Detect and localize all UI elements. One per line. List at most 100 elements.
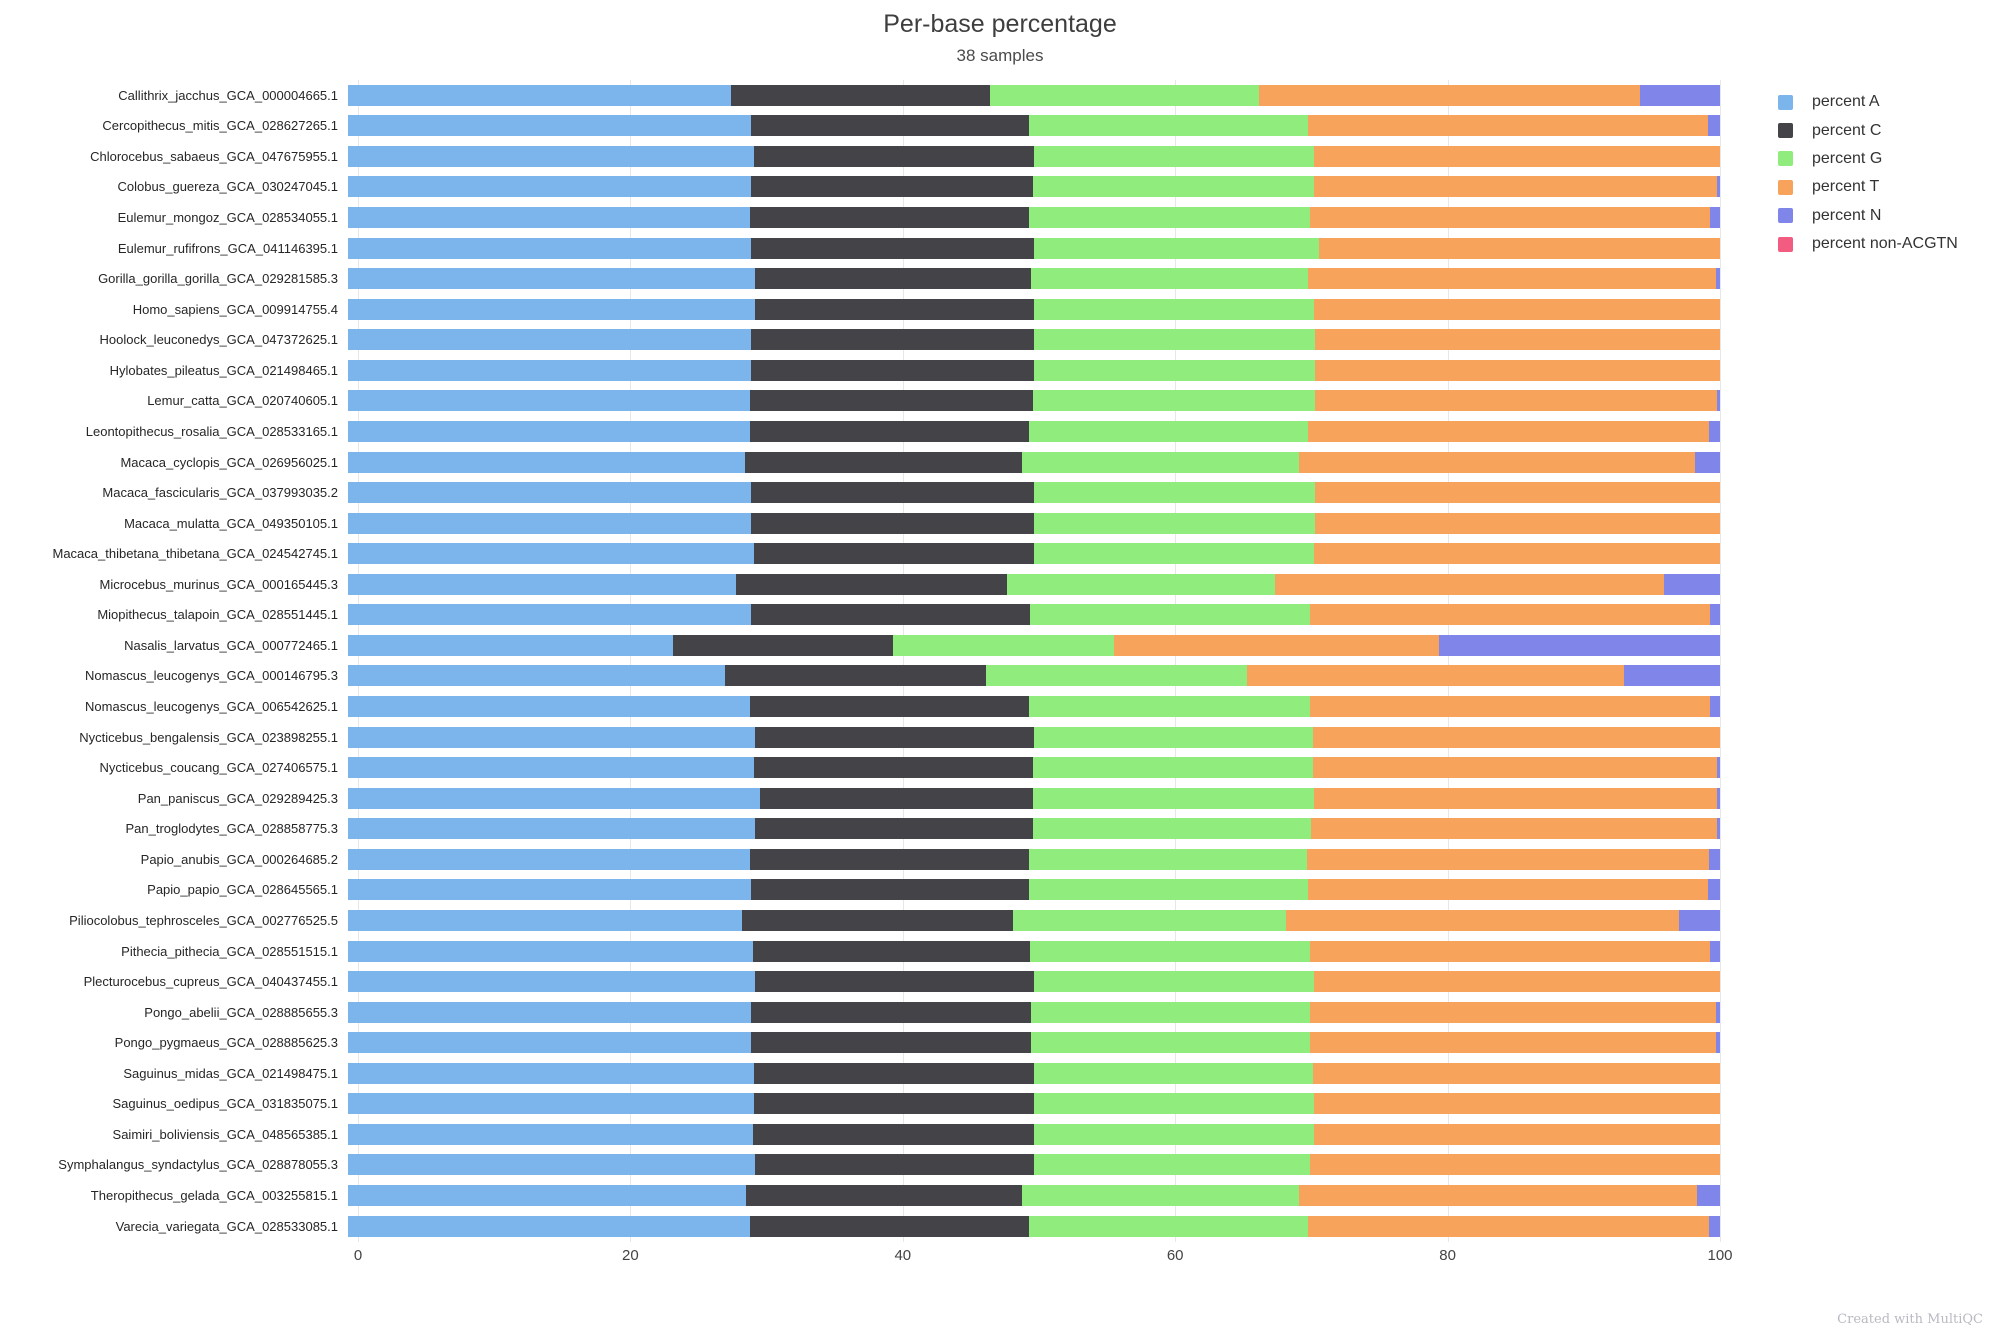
segment-percent-A[interactable] [348, 115, 752, 137]
segment-percent-G[interactable] [1032, 390, 1316, 412]
segment-percent-A[interactable] [348, 176, 752, 198]
segment-percent-G[interactable] [1021, 451, 1299, 473]
segment-percent-A[interactable] [348, 573, 737, 595]
segment-percent-N[interactable] [1663, 573, 1720, 595]
segment-percent-T[interactable] [1298, 1185, 1697, 1207]
segment-percent-A[interactable] [348, 451, 745, 473]
segment-percent-C[interactable] [730, 84, 991, 106]
segment-percent-A[interactable] [348, 665, 726, 687]
segment-percent-G[interactable] [985, 665, 1247, 687]
stacked-bar[interactable] [348, 390, 1720, 412]
segment-percent-C[interactable] [751, 237, 1034, 259]
stacked-bar[interactable] [348, 237, 1720, 259]
segment-percent-N[interactable] [1438, 634, 1720, 656]
segment-percent-T[interactable] [1307, 848, 1709, 870]
segment-percent-G[interactable] [1033, 1154, 1310, 1176]
segment-percent-N[interactable] [1623, 665, 1720, 687]
segment-percent-T[interactable] [1313, 971, 1720, 993]
segment-percent-A[interactable] [348, 1123, 753, 1145]
segment-percent-A[interactable] [348, 879, 752, 901]
segment-percent-C[interactable] [749, 696, 1029, 718]
segment-percent-G[interactable] [1028, 1215, 1309, 1237]
segment-percent-T[interactable] [1312, 726, 1720, 748]
segment-percent-T[interactable] [1308, 1215, 1709, 1237]
segment-percent-N[interactable] [1708, 1215, 1720, 1237]
segment-percent-T[interactable] [1313, 145, 1720, 167]
segment-percent-C[interactable] [755, 818, 1033, 840]
stacked-bar[interactable] [348, 787, 1720, 809]
segment-percent-G[interactable] [1031, 1001, 1310, 1023]
segment-percent-C[interactable] [752, 1123, 1034, 1145]
segment-percent-A[interactable] [348, 696, 750, 718]
segment-percent-N[interactable] [1710, 696, 1720, 718]
segment-percent-G[interactable] [1028, 207, 1310, 229]
stacked-bar[interactable] [348, 115, 1720, 137]
legend-item[interactable]: percent N [1778, 202, 1958, 230]
segment-percent-T[interactable] [1313, 787, 1718, 809]
segment-percent-A[interactable] [348, 1154, 756, 1176]
segment-percent-C[interactable] [755, 268, 1032, 290]
segment-percent-A[interactable] [348, 1062, 755, 1084]
segment-percent-G[interactable] [1013, 909, 1287, 931]
segment-percent-A[interactable] [348, 634, 674, 656]
stacked-bar[interactable] [348, 634, 1720, 656]
segment-percent-C[interactable] [751, 879, 1029, 901]
stacked-bar[interactable] [348, 940, 1720, 962]
segment-percent-T[interactable] [1315, 482, 1720, 504]
segment-percent-G[interactable] [1028, 420, 1309, 442]
segment-percent-A[interactable] [348, 818, 756, 840]
segment-percent-T[interactable] [1313, 1093, 1720, 1115]
segment-percent-A[interactable] [348, 482, 752, 504]
segment-percent-T[interactable] [1315, 390, 1718, 412]
segment-percent-C[interactable] [749, 420, 1029, 442]
segment-percent-C[interactable] [736, 573, 1007, 595]
segment-percent-G[interactable] [1033, 1093, 1314, 1115]
segment-percent-G[interactable] [1033, 482, 1316, 504]
segment-percent-N[interactable] [1707, 879, 1720, 901]
segment-percent-C[interactable] [751, 512, 1034, 534]
segment-percent-N[interactable] [1708, 420, 1720, 442]
stacked-bar[interactable] [348, 176, 1720, 198]
segment-percent-G[interactable] [1028, 115, 1309, 137]
stacked-bar[interactable] [348, 573, 1720, 595]
segment-percent-T[interactable] [1309, 696, 1711, 718]
segment-percent-T[interactable] [1312, 1062, 1720, 1084]
segment-percent-T[interactable] [1313, 1123, 1720, 1145]
segment-percent-A[interactable] [348, 207, 750, 229]
segment-percent-N[interactable] [1710, 604, 1720, 626]
stacked-bar[interactable] [348, 1062, 1720, 1084]
segment-percent-G[interactable] [1033, 145, 1314, 167]
segment-percent-T[interactable] [1311, 818, 1718, 840]
segment-percent-G[interactable] [1033, 726, 1313, 748]
segment-percent-C[interactable] [754, 757, 1033, 779]
segment-percent-A[interactable] [348, 1185, 746, 1207]
segment-percent-N[interactable] [1640, 84, 1720, 106]
segment-percent-C[interactable] [751, 1032, 1032, 1054]
legend-item[interactable]: percent A [1778, 88, 1958, 116]
segment-percent-C[interactable] [749, 1215, 1029, 1237]
segment-percent-T[interactable] [1313, 298, 1720, 320]
stacked-bar[interactable] [348, 329, 1720, 351]
stacked-bar[interactable] [348, 84, 1720, 106]
segment-percent-A[interactable] [348, 1093, 755, 1115]
segment-percent-A[interactable] [348, 237, 752, 259]
stacked-bar[interactable] [348, 757, 1720, 779]
segment-percent-N[interactable] [1715, 268, 1720, 290]
stacked-bar[interactable] [348, 696, 1720, 718]
segment-percent-A[interactable] [348, 1032, 752, 1054]
segment-percent-C[interactable] [752, 940, 1030, 962]
stacked-bar[interactable] [348, 1215, 1720, 1237]
stacked-bar[interactable] [348, 726, 1720, 748]
segment-percent-N[interactable] [1710, 207, 1720, 229]
segment-percent-A[interactable] [348, 359, 752, 381]
segment-percent-C[interactable] [725, 665, 986, 687]
stacked-bar[interactable] [348, 1093, 1720, 1115]
segment-percent-C[interactable] [749, 207, 1029, 229]
stacked-bar[interactable] [348, 818, 1720, 840]
segment-percent-C[interactable] [745, 1185, 1022, 1207]
segment-percent-C[interactable] [754, 543, 1034, 565]
segment-percent-G[interactable] [1033, 359, 1316, 381]
stacked-bar[interactable] [348, 482, 1720, 504]
segment-percent-G[interactable] [1029, 604, 1310, 626]
segment-percent-G[interactable] [1033, 1123, 1314, 1145]
